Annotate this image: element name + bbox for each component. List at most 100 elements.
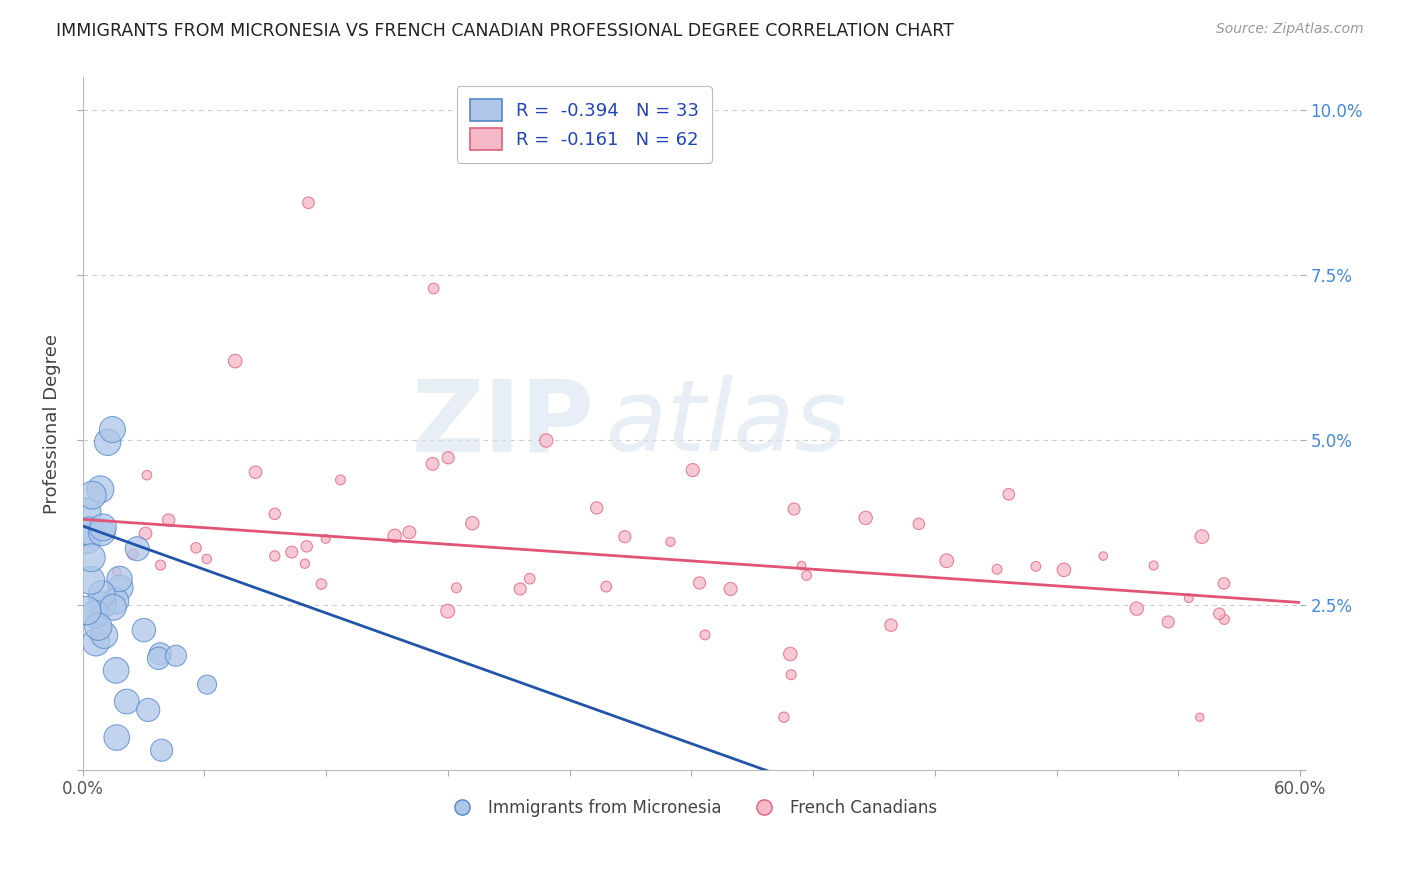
Point: [79, 524, 101, 538]
Point: [1178, 591, 1201, 606]
Point: [136, 468, 159, 483]
Point: [908, 516, 931, 531]
Point: [150, 743, 173, 757]
Point: [105, 565, 128, 579]
Point: [263, 507, 285, 521]
Point: [1213, 612, 1236, 626]
Legend: Immigrants from Micronesia, French Canadians: Immigrants from Micronesia, French Canad…: [439, 793, 943, 824]
Point: [263, 549, 285, 563]
Point: [1142, 558, 1164, 573]
Point: [689, 576, 711, 591]
Point: [446, 581, 468, 595]
Point: [80, 550, 103, 565]
Point: [1191, 530, 1213, 544]
Point: [148, 651, 170, 665]
Point: [82, 488, 104, 502]
Point: [780, 667, 803, 681]
Point: [157, 513, 180, 527]
Point: [93, 628, 115, 642]
Point: [1157, 615, 1180, 629]
Point: [720, 582, 742, 596]
Text: IMMIGRANTS FROM MICRONESIA VS FRENCH CANADIAN PROFESSIONAL DEGREE CORRELATION CH: IMMIGRANTS FROM MICRONESIA VS FRENCH CAN…: [56, 22, 955, 40]
Point: [509, 582, 531, 596]
Point: [880, 618, 903, 632]
Text: Source: ZipAtlas.com: Source: ZipAtlas.com: [1216, 22, 1364, 37]
Point: [104, 594, 127, 608]
Point: [422, 457, 444, 471]
Point: [108, 572, 131, 586]
Point: [122, 548, 145, 562]
Point: [101, 423, 124, 437]
Point: [90, 525, 112, 540]
Point: [110, 581, 132, 595]
Point: [783, 502, 806, 516]
Point: [89, 483, 111, 497]
Point: [97, 435, 120, 450]
Point: [136, 703, 159, 717]
Point: [84, 607, 107, 622]
Point: [595, 580, 617, 594]
Text: atlas: atlas: [606, 376, 848, 472]
Point: [986, 562, 1008, 576]
Point: [79, 574, 101, 588]
Point: [165, 648, 187, 663]
Point: [149, 647, 172, 661]
Point: [1125, 601, 1147, 615]
Point: [935, 554, 957, 568]
Point: [105, 664, 128, 678]
Point: [245, 465, 267, 479]
Point: [115, 694, 138, 708]
Point: [436, 604, 458, 618]
Point: [534, 434, 557, 448]
Point: [773, 710, 796, 724]
Point: [796, 568, 818, 582]
Point: [1025, 559, 1047, 574]
Point: [105, 731, 128, 745]
Point: [84, 635, 107, 649]
Point: [997, 487, 1019, 501]
Point: [127, 541, 149, 556]
Point: [682, 463, 704, 477]
Point: [585, 500, 607, 515]
Point: [1053, 563, 1076, 577]
Point: [311, 577, 333, 591]
Point: [461, 516, 484, 531]
Point: [1208, 607, 1230, 621]
Point: [87, 620, 110, 634]
Point: [659, 534, 682, 549]
Point: [76, 505, 98, 519]
Point: [790, 558, 813, 573]
Point: [779, 647, 801, 661]
Point: [1092, 549, 1115, 563]
Text: ZIP: ZIP: [411, 376, 593, 472]
Point: [195, 552, 218, 566]
Point: [613, 530, 636, 544]
Point: [855, 511, 877, 525]
Point: [103, 600, 125, 615]
Point: [149, 558, 172, 573]
Point: [398, 525, 420, 540]
Point: [76, 604, 98, 618]
Point: [132, 623, 155, 637]
Point: [90, 587, 112, 601]
Point: [195, 677, 218, 691]
Point: [135, 526, 157, 541]
Point: [91, 598, 114, 612]
Point: [1188, 710, 1211, 724]
Point: [224, 354, 246, 368]
Point: [76, 533, 98, 547]
Point: [519, 572, 541, 586]
Point: [315, 532, 337, 546]
Point: [295, 540, 318, 554]
Point: [297, 195, 319, 210]
Point: [693, 628, 716, 642]
Point: [91, 520, 114, 534]
Point: [384, 529, 406, 543]
Y-axis label: Professional Degree: Professional Degree: [44, 334, 60, 514]
Point: [1212, 576, 1234, 591]
Point: [294, 557, 316, 571]
Point: [280, 545, 302, 559]
Point: [437, 450, 460, 465]
Point: [422, 281, 444, 295]
Point: [184, 541, 207, 555]
